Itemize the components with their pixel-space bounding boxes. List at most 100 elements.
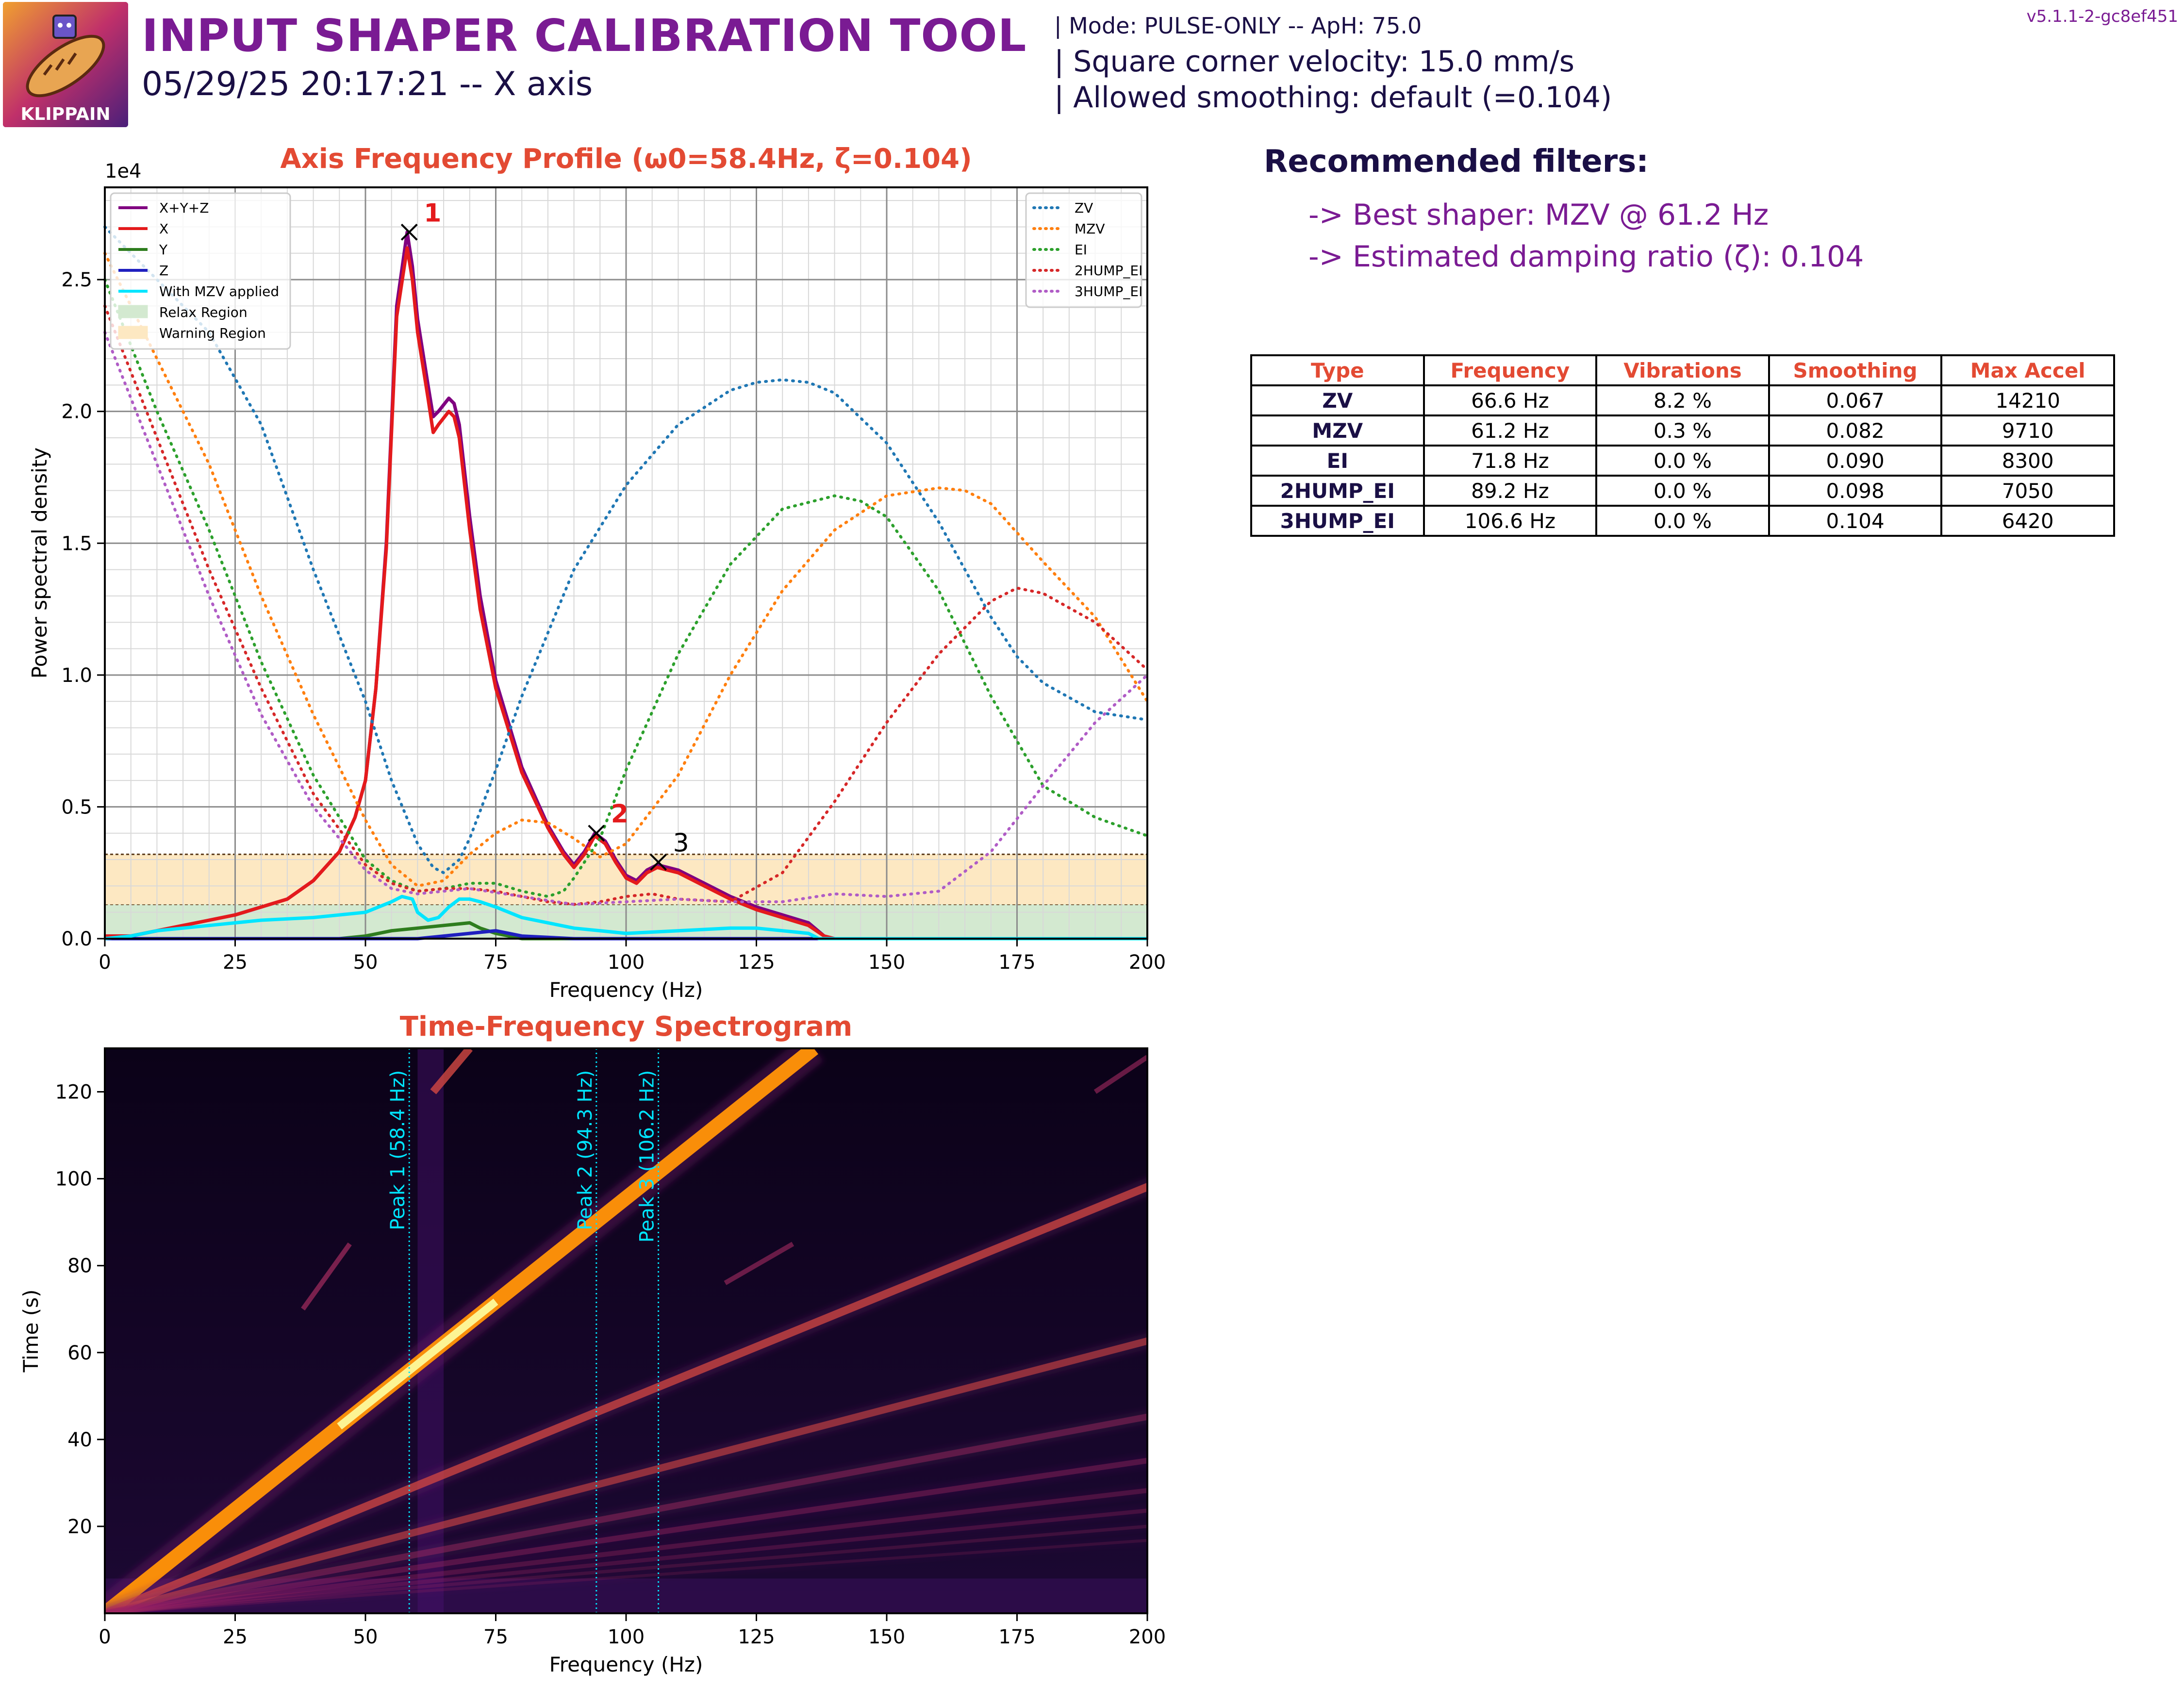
legend-label: X+Y+Z bbox=[159, 200, 209, 216]
harmonic-line bbox=[105, 1488, 1147, 1613]
klippain-logo: KLIPPAIN bbox=[3, 2, 128, 127]
harmonic-glow bbox=[105, 1485, 1147, 1613]
page-subtitle: 05/29/25 20:17:21 -- X axis bbox=[142, 65, 593, 103]
y-tick-label: 2.5 bbox=[61, 269, 92, 291]
series-mzv bbox=[103, 251, 1149, 888]
mode-info: | Mode: PULSE-ONLY -- ApH: 75.0 bbox=[1054, 13, 1422, 39]
harmonic-line bbox=[105, 1508, 1147, 1613]
peak-line-label: Peak 2 (94.3 Hz) bbox=[574, 1070, 596, 1230]
filters-table: Type Frequency Vibrations Smoothing Max … bbox=[1250, 354, 2115, 537]
x-tick-label: 150 bbox=[868, 951, 905, 974]
damping-ratio-line: -> Estimated damping ratio (ζ): 0.104 bbox=[1308, 240, 1864, 274]
sweep-fragment bbox=[724, 1242, 794, 1285]
x-tick-label: 100 bbox=[608, 951, 645, 974]
x-tick-label: 50 bbox=[353, 951, 378, 974]
cell-vibrations: 0.0 % bbox=[1595, 445, 1770, 477]
peak-line-label: Peak 1 (58.4 Hz) bbox=[387, 1070, 409, 1230]
y-tick-label: 1.5 bbox=[61, 532, 92, 555]
cell-type: 2HUMP_EI bbox=[1250, 475, 1425, 507]
y-tick-label: 40 bbox=[67, 1429, 92, 1451]
legend-label: Z bbox=[159, 263, 168, 279]
series-zv bbox=[103, 225, 1149, 875]
series-3hump-ei bbox=[103, 331, 1149, 906]
cell-frequency: 89.2 Hz bbox=[1423, 475, 1598, 507]
cell-max-accel: 8300 bbox=[1940, 445, 2115, 477]
psd-ylabel: Power spectral density bbox=[28, 447, 51, 679]
header-type: Type bbox=[1250, 354, 1425, 386]
harmonic-hotspot bbox=[337, 1298, 498, 1430]
cell-frequency: 61.2 Hz bbox=[1423, 414, 1598, 447]
cell-vibrations: 0.0 % bbox=[1595, 475, 1770, 507]
x-tick-label: 100 bbox=[608, 1626, 645, 1648]
legend-label: Relax Region bbox=[159, 304, 248, 320]
x-tick-label: 125 bbox=[738, 1626, 775, 1648]
peak-label: 1 bbox=[424, 199, 441, 228]
x-tick-label: 200 bbox=[1129, 951, 1166, 974]
peak-label: 2 bbox=[611, 800, 629, 829]
cell-smoothing: 0.067 bbox=[1768, 384, 1943, 416]
peak-line-label: Peak 3 (106.2 Hz) bbox=[636, 1070, 659, 1242]
harmonic-line bbox=[105, 1457, 1147, 1613]
spectrogram-content bbox=[105, 1048, 1147, 1613]
header-smoothing: Smoothing bbox=[1768, 354, 1943, 386]
x-tick-label: 200 bbox=[1129, 1626, 1166, 1648]
legend-swatch bbox=[118, 326, 148, 339]
harmonic-line bbox=[105, 1182, 1147, 1613]
cell-max-accel: 14210 bbox=[1940, 384, 2115, 416]
legend-label: MZV bbox=[1075, 221, 1105, 237]
y-tick-label: 2.0 bbox=[61, 401, 92, 423]
header-frequency: Frequency bbox=[1423, 354, 1598, 386]
legend-label: EI bbox=[1075, 242, 1087, 258]
psd-xlabel: Frequency (Hz) bbox=[549, 978, 703, 1002]
cell-type: EI bbox=[1250, 445, 1425, 477]
cell-smoothing: 0.098 bbox=[1768, 475, 1943, 507]
harmonic-line bbox=[105, 1413, 1147, 1613]
cell-frequency: 66.6 Hz bbox=[1423, 384, 1598, 416]
series-x bbox=[105, 246, 1147, 941]
table-row: ZV 66.6 Hz 8.2 % 0.067 14210 bbox=[1250, 384, 2115, 416]
x-tick-label: 75 bbox=[483, 1626, 508, 1648]
cell-max-accel: 6420 bbox=[1940, 505, 2115, 537]
psd-title: Axis Frequency Profile (ω0=58.4Hz, ζ=0.1… bbox=[280, 143, 972, 175]
cell-type: ZV bbox=[1250, 384, 1425, 416]
x-tick-label: 50 bbox=[353, 1626, 378, 1648]
cell-smoothing: 0.104 bbox=[1768, 505, 1943, 537]
series-with-mzv-applied bbox=[104, 894, 1147, 941]
psd-legend-left-box bbox=[110, 192, 291, 350]
legend-label: X bbox=[159, 221, 168, 237]
cell-max-accel: 7050 bbox=[1940, 475, 2115, 507]
logo-graphic bbox=[3, 2, 128, 127]
psd-legend-right: ZV MZV EI 2HUMP_EI 3HUMP_EI bbox=[1025, 192, 1142, 308]
legend-label: With MZV applied bbox=[159, 283, 279, 299]
psd-chart: 1 2 3 0 25 50 75 100 125 150 175 200 0.0 0.5 1.0 1.5 2.0… bbox=[28, 143, 1166, 1002]
y-tick-label: 120 bbox=[55, 1081, 92, 1104]
cell-type: 3HUMP_EI bbox=[1250, 505, 1425, 537]
table-header-row: Type Frequency Vibrations Smoothing Max … bbox=[1250, 354, 2115, 386]
cell-smoothing: 0.090 bbox=[1768, 445, 1943, 477]
cell-vibrations: 8.2 % bbox=[1595, 384, 1770, 416]
y-multiplier: 1e4 bbox=[105, 160, 142, 182]
legend-label: Y bbox=[159, 242, 168, 258]
psd-legend-left: X+Y+Z XYZ With MZV applied Relax Region Warn… bbox=[110, 192, 291, 350]
spectrogram-ylabel: Time (s) bbox=[19, 1290, 43, 1373]
cell-vibrations: 0.0 % bbox=[1595, 505, 1770, 537]
smoothing-info: | Allowed smoothing: default (=0.104) bbox=[1054, 81, 1612, 115]
legend-label: 2HUMP_EI bbox=[1075, 263, 1142, 279]
y-tick-label: 0.0 bbox=[61, 928, 92, 950]
spectrogram-chart: Peak 1 (58.4 Hz) Peak 2 (94.3 Hz) Peak 3 (… bbox=[19, 1011, 1166, 1676]
harmonic-glow bbox=[105, 1454, 1147, 1613]
y-tick-label: 80 bbox=[67, 1255, 92, 1277]
legend-label: 3HUMP_EI bbox=[1075, 283, 1142, 299]
legend-label: Warning Region bbox=[159, 325, 266, 341]
y-tick-label: 100 bbox=[55, 1168, 92, 1191]
scv-info: | Square corner velocity: 15.0 mm/s bbox=[1054, 45, 1575, 79]
x-tick-label: 75 bbox=[483, 951, 508, 974]
cell-vibrations: 0.3 % bbox=[1595, 414, 1770, 447]
peak-marker bbox=[400, 223, 418, 241]
cell-type: MZV bbox=[1250, 414, 1425, 447]
legend-label: ZV bbox=[1075, 200, 1093, 216]
spectrogram-title: Time-Frequency Spectrogram bbox=[400, 1011, 853, 1043]
cell-smoothing: 0.082 bbox=[1768, 414, 1943, 447]
x-tick-label: 0 bbox=[99, 1626, 111, 1648]
